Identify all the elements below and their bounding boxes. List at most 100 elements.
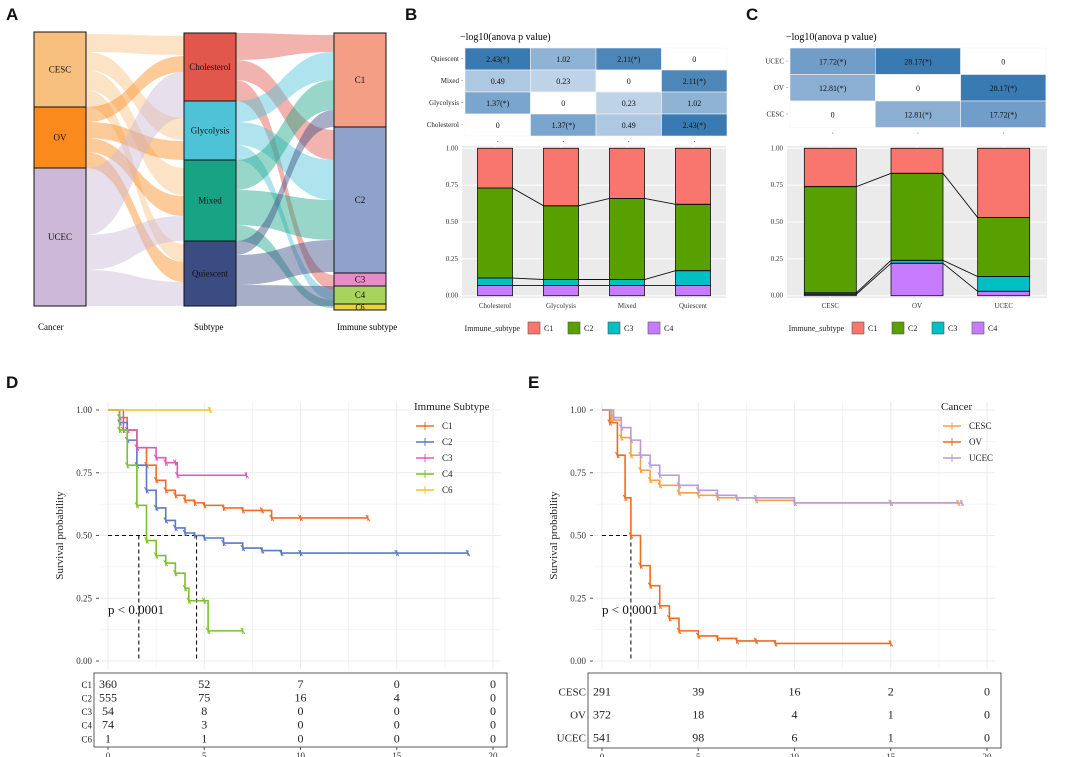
heatmap-cell-value: 1.37(*) <box>552 121 576 130</box>
bar-segment-c1 <box>977 147 1031 218</box>
heatmap-cell-value: 1.37(*) <box>486 99 510 108</box>
stacked-bar-c: 0.00 0.25 0.50 0.75 1.00 CESC OV UCEC Immune_sub… <box>771 144 1047 335</box>
bar-segment-c2 <box>675 203 711 272</box>
risk-count: 0 <box>298 731 304 745</box>
heatmap-cell <box>789 47 876 75</box>
bar-segment-c4 <box>675 284 711 297</box>
x-tick-label: Mixed <box>618 302 637 310</box>
legend-swatch <box>891 321 905 335</box>
km-curve-ucec <box>602 409 962 504</box>
risk-row-label: CESC <box>558 686 586 698</box>
sankey-nodes: CESC OV UCEC Cholesterol Glycolysis Mixed Quie… <box>33 31 387 312</box>
risk-count: 0 <box>298 718 304 732</box>
heatmap-row-label: UCEC <box>765 57 784 65</box>
sankey-flow-subtype-immune <box>236 240 334 285</box>
bar-segment-c3 <box>543 279 579 286</box>
bar-segment-c3 <box>675 270 711 286</box>
subtype-node-label: Mixed <box>198 196 222 206</box>
legend-label: C4 <box>442 469 453 479</box>
legend-label: C2 <box>584 324 593 333</box>
heatmap-col-tick: · <box>497 138 499 146</box>
risk-count: 8 <box>201 704 207 718</box>
legend-title: Immune_subtype <box>465 324 521 333</box>
x-tick-label: UCEC <box>994 302 1013 310</box>
sankey-flow-subtype-immune <box>236 52 334 122</box>
y-tick-label: 0.25 <box>76 593 92 603</box>
heatmap-cell-value: 0 <box>692 55 696 64</box>
risk-count: 541 <box>593 730 611 744</box>
x-tick-label: Quiescent <box>679 302 707 310</box>
risk-count: 0 <box>394 677 400 691</box>
heatmap-col-tick: · <box>917 130 919 138</box>
heatmap-row-label: Mixed <box>441 77 460 85</box>
heatmap-cell-value: 17.72(*) <box>990 110 1018 119</box>
sankey-flow-cancer-subtype <box>86 52 184 140</box>
risk-count: 1 <box>105 731 111 745</box>
sankey-flow-subtype-immune <box>236 80 334 290</box>
subtype-node-mixed <box>183 159 237 242</box>
sankey-flow-subtype-immune <box>236 225 334 308</box>
heatmap-cell-value: 2.43(*) <box>486 55 510 64</box>
risk-count: 74 <box>102 718 114 732</box>
sankey-flow-subtype-immune <box>236 190 334 240</box>
heatmap-cell-value: 0 <box>916 84 920 93</box>
heatmap-col-tick: · <box>562 138 564 146</box>
sankey-flow-cancer-subtype <box>86 70 184 195</box>
p-value: p < 0.0001 <box>108 602 164 617</box>
sankey-flow-subtype-immune <box>236 285 334 306</box>
stacked-bar-b: 0.00 0.25 0.50 0.75 1.00 Cholesterol Glycolysi… <box>446 144 726 335</box>
cancer-node-label: UCEC <box>48 232 72 242</box>
legend-label: C3 <box>948 324 957 333</box>
subtype-node-label: Quiescent <box>192 269 228 279</box>
risk-count: 0 <box>298 704 304 718</box>
bar-segment-c2 <box>977 217 1031 277</box>
x-tick-label: 20 <box>489 751 499 757</box>
heatmap-row-label: Quiescent <box>431 55 459 63</box>
risk-count: 0 <box>394 718 400 732</box>
panel-b: B −log10(anova p value) Quiescent · 2.43(*… <box>405 5 728 335</box>
heatmap-col-tick: · <box>628 138 630 146</box>
y-tick-label: 0.25 <box>570 593 586 603</box>
x-tick-label: 15 <box>392 751 402 757</box>
risk-count: 0 <box>490 677 496 691</box>
panel-e: E 0.00 0.25 0.50 0.75 1.00 Survival probabili… <box>528 373 1002 757</box>
stack-connector-line <box>804 259 1030 294</box>
risk-count: 39 <box>692 684 704 698</box>
x-tick-label: Cholesterol <box>479 302 511 310</box>
km-plot-d: 0.00 0.25 0.50 0.75 1.00 Survival probability… <box>54 401 508 757</box>
heatmap-cell <box>789 74 876 102</box>
heatmap-cell-value: 28.17(*) <box>990 84 1018 93</box>
legend-label: CESC <box>969 421 992 431</box>
heatmap-cell-value: 2.43(*) <box>683 121 707 130</box>
stack-connector-line <box>804 172 1030 219</box>
bar-segment-c3 <box>977 276 1031 292</box>
sankey-flow-cancer-subtype <box>86 101 184 235</box>
bar-segment-c2 <box>543 205 579 280</box>
heatmap-row-tick: · <box>461 77 463 85</box>
x-tick-label: CESC <box>822 302 840 310</box>
heatmap-cell-value: 0 <box>627 77 631 86</box>
km-plot-e: 0.00 0.25 0.50 0.75 1.00 Survival probability… <box>548 401 1002 757</box>
risk-count: 0 <box>394 704 400 718</box>
x-tick-label: 0 <box>106 751 111 757</box>
panel-a-label: A <box>6 5 18 24</box>
x-tick-label: 5 <box>202 751 207 757</box>
sankey-flow-cancer-subtype <box>86 122 184 160</box>
legend-swatch <box>851 321 865 335</box>
x-tick-label: 5 <box>696 752 701 757</box>
legend-label: C1 <box>442 421 453 431</box>
legend-title: Cancer <box>941 401 972 413</box>
heatmap-cell-value: 28.17(*) <box>904 57 932 66</box>
y-tick-label: 0.50 <box>771 218 784 226</box>
sankey-flow-cancer-subtype <box>86 216 184 270</box>
y-axis-label: Survival probability <box>548 491 560 580</box>
legend-title: Immune_subtype <box>789 324 845 333</box>
y-tick-label: 1.00 <box>570 405 586 415</box>
risk-count: 555 <box>99 690 117 704</box>
sankey-flow-cancer-subtype <box>86 56 184 122</box>
legend-label: C2 <box>908 324 917 333</box>
legend-swatch <box>647 321 661 335</box>
heatmap-cell-value: 12.81(*) <box>904 110 932 119</box>
stack-connector-line <box>477 187 711 207</box>
